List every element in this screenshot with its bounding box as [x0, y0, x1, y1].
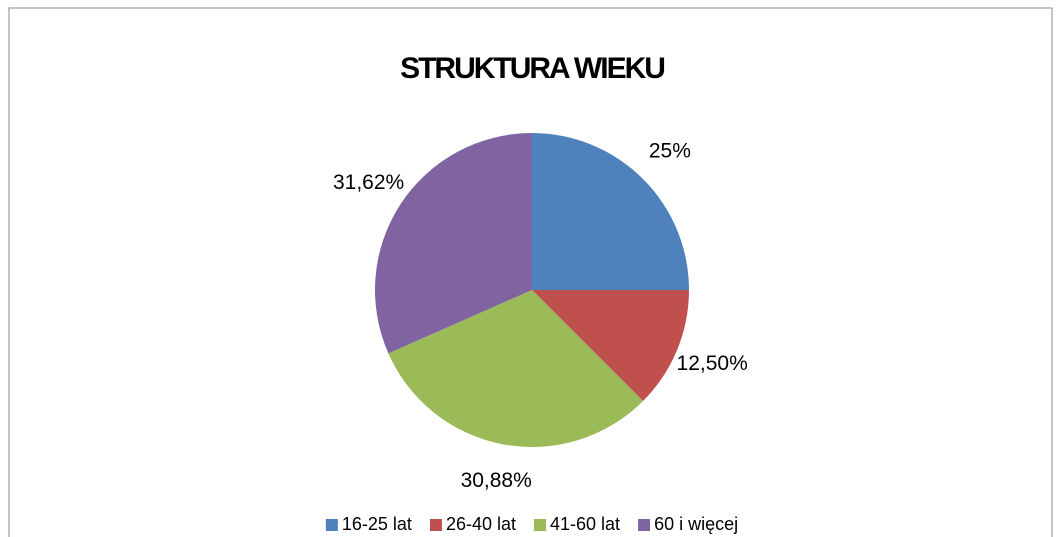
chart-frame — [8, 7, 1053, 537]
data-label: 25% — [649, 140, 691, 163]
pie-slice — [532, 290, 689, 402]
data-label: 31,62% — [333, 171, 404, 194]
chart-title: STRUKTURA WIEKU — [400, 52, 664, 85]
legend-swatch — [534, 519, 547, 531]
pie-slice — [388, 290, 644, 447]
legend-swatch — [638, 519, 651, 531]
legend-label: 16-25 lat — [342, 514, 412, 534]
legend: 16-25 lat 26-40 lat 41-60 lat 60 i więcej — [325, 514, 738, 534]
data-label: 12,50% — [677, 352, 748, 375]
legend-swatch — [325, 519, 338, 531]
pie-slice — [375, 133, 532, 354]
legend-label: 26-40 lat — [446, 514, 516, 534]
legend-swatch — [429, 519, 442, 531]
legend-label: 41-60 lat — [550, 514, 620, 534]
data-label: 30,88% — [461, 469, 532, 492]
pie-slice — [532, 133, 689, 290]
legend-label: 60 i więcej — [654, 514, 738, 534]
